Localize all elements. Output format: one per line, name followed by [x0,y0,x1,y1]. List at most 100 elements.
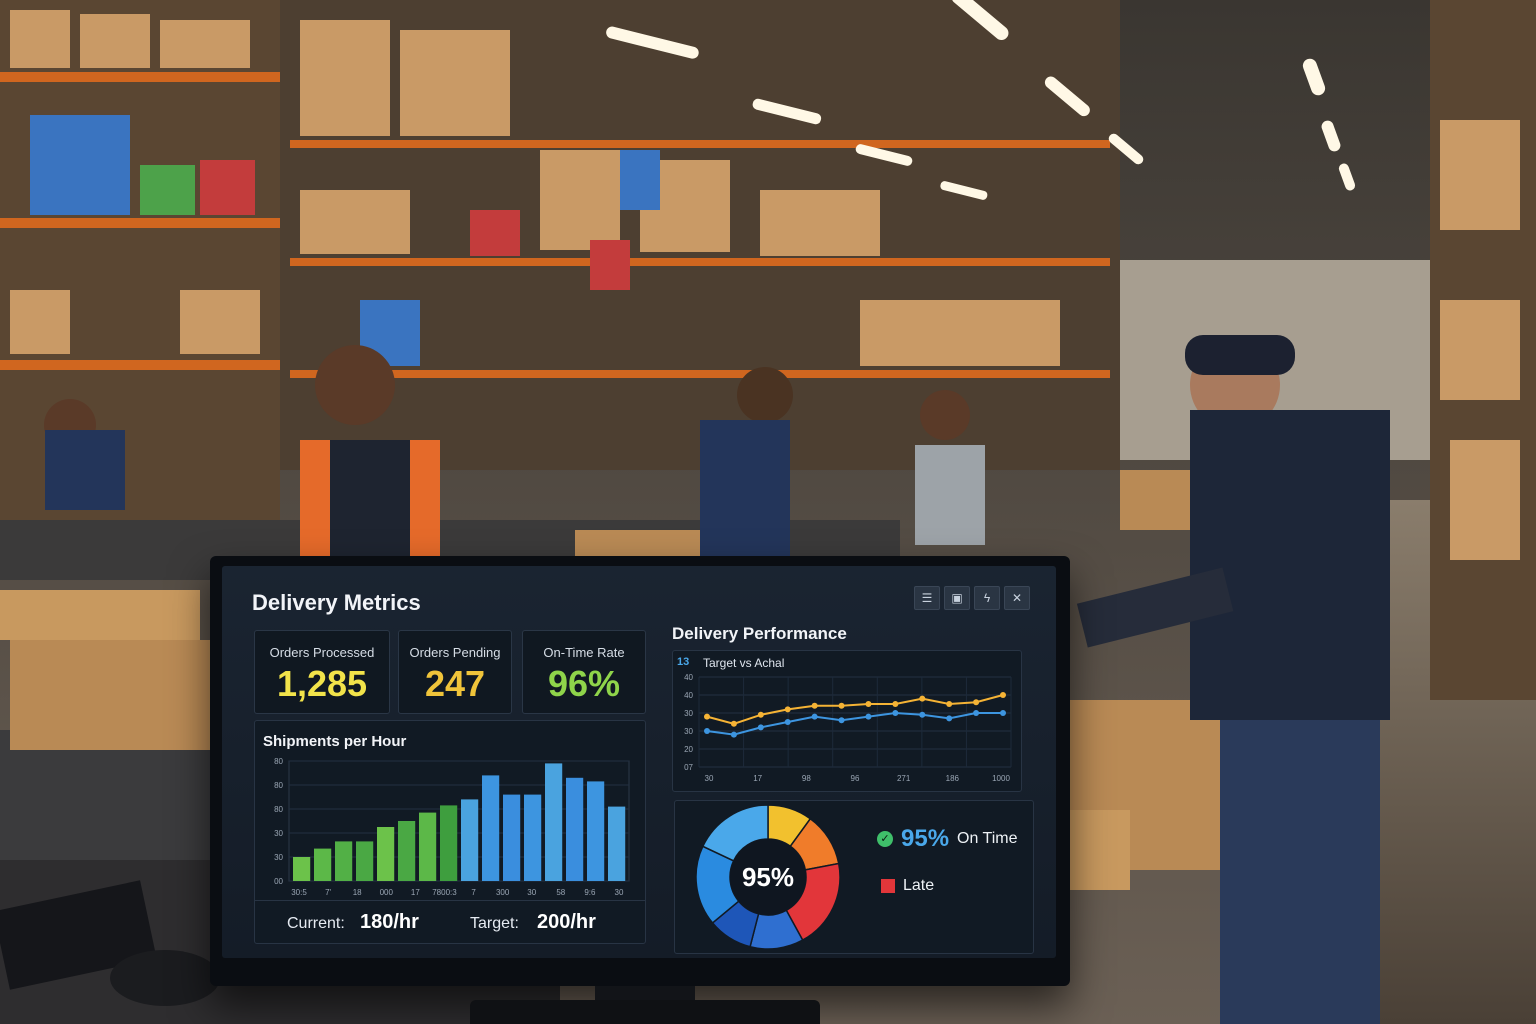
series-line [706,694,1004,725]
x-tick-label: 186 [946,774,960,783]
data-point [865,713,872,720]
bar [608,806,626,881]
kpi-label: Orders Pending [409,645,501,660]
data-point [946,701,953,707]
y-tick-label: 30 [274,853,283,862]
late-swatch [881,879,895,893]
x-tick-label: 98 [802,774,811,783]
data-point [784,719,791,725]
shipments-panel: Shipments per Hour 00 30 30 80 80 80 30:5 7' 18 0… [254,720,646,944]
x-tick-label: 300 [496,888,510,897]
kpi-on-time-rate[interactable]: On-Time Rate 96% [522,630,646,714]
bolt-icon[interactable]: ϟ [974,586,1000,610]
data-point [892,701,899,707]
list-icon[interactable]: ☰ [914,586,940,610]
bar [440,805,458,881]
data-point [784,706,791,713]
data-point [1000,692,1006,698]
monitor: Delivery Metrics ☰ ▣ ϟ ✕ Orders Processe… [210,556,1070,986]
data-point [865,701,872,707]
kpi-value: 1,285 [276,663,368,704]
current-label: Current: [287,915,345,932]
kpi-orders-pending[interactable]: Orders Pending 247 [398,630,512,714]
x-tick-label: 30 [615,888,624,897]
x-tick-label: 17 [753,774,762,783]
y-tick-label: 30 [684,709,693,718]
x-tick-label: 30 [705,774,714,783]
performance-line-chart: 07 20 30 30 40 40 30 17 98 96 271 186 1000 [684,673,1012,783]
x-tick-label: 30:5 [291,888,307,897]
data-point [919,695,926,702]
y-tick-label: 40 [684,673,693,682]
data-point [730,720,737,727]
x-tick-label: 7 [471,888,476,897]
kpi-label: On-Time Rate [543,645,625,660]
y-tick-label: 80 [274,781,283,790]
y-tick-label: 30 [274,829,283,838]
bar [377,827,395,881]
data-point [757,724,764,731]
chart-badge-icon: 13 [677,656,690,668]
bar [587,781,605,881]
data-point [757,711,764,718]
shipments-bar-chart: 00 30 30 80 80 80 30:5 7' 18 000 17 7800:3 7 300 30 58 9… [274,757,630,897]
data-point [946,715,953,722]
kpi-orders-processed[interactable]: Orders Processed 1,285 [254,630,390,714]
legend-on-time: ✓ 95% On Time [877,825,1018,853]
performance-line-panel: 13 Target vs Achal 07 20 30 30 40 40 30 17 98 96 2… [672,650,1022,792]
kpi-value: 247 [424,663,486,704]
x-tick-label: 7' [325,888,331,897]
x-tick-label: 7800:3 [432,888,457,897]
x-tick-label: 271 [897,774,911,783]
x-tick-label: 17 [411,888,420,897]
bar [419,812,437,881]
data-point [1000,710,1006,716]
y-tick-label: 30 [684,727,693,736]
bar [566,777,584,881]
on-time-panel: 95% ✓ 95% On Time Late [674,800,1034,954]
bar [524,794,542,881]
y-tick-label: 40 [684,691,693,700]
data-point [811,713,818,720]
bar [482,775,500,881]
y-tick-label: 00 [274,877,283,886]
on-time-label: On Time [957,830,1018,847]
data-point [811,702,818,709]
kpi-label: Orders Processed [269,645,375,660]
donut-center-value: 95% [742,862,794,892]
check-circle-icon: ✓ [877,831,893,847]
data-point [892,710,899,716]
shipments-title: Shipments per Hour [263,733,407,750]
y-tick-label: 80 [274,757,283,766]
monitor-stand-base [470,1000,820,1024]
bar [356,841,374,881]
target-label: Target: [470,915,519,932]
close-icon[interactable]: ✕ [1004,586,1030,610]
bar [545,763,563,881]
image-icon[interactable]: ▣ [944,586,970,610]
data-point [838,717,845,724]
dashboard-screen: Delivery Metrics ☰ ▣ ϟ ✕ Orders Processe… [222,566,1056,958]
current-value: 180/hr [360,911,419,933]
x-tick-label: 000 [380,888,394,897]
x-tick-label: 1000 [992,774,1010,783]
x-tick-label: 58 [556,888,565,897]
performance-title: Delivery Performance [672,624,847,643]
bar [314,848,332,881]
x-tick-label: 96 [851,774,860,783]
bar [503,794,521,881]
series-line [706,711,1003,736]
data-point [704,713,710,720]
legend-late: Late [881,877,934,895]
x-tick-label: 30 [527,888,536,897]
data-point [973,699,980,706]
bar [398,821,416,881]
x-tick-label: 9:6 [584,888,596,897]
shipments-footer: Current: 180/hr Target: 200/hr [255,900,645,943]
x-tick-label: 18 [353,888,362,897]
dashboard-toolbar: ☰ ▣ ϟ ✕ [914,586,1030,610]
target-value: 200/hr [537,911,596,933]
bar [293,857,311,881]
bar [461,799,479,881]
on-time-donut-chart: 95% [695,804,841,950]
